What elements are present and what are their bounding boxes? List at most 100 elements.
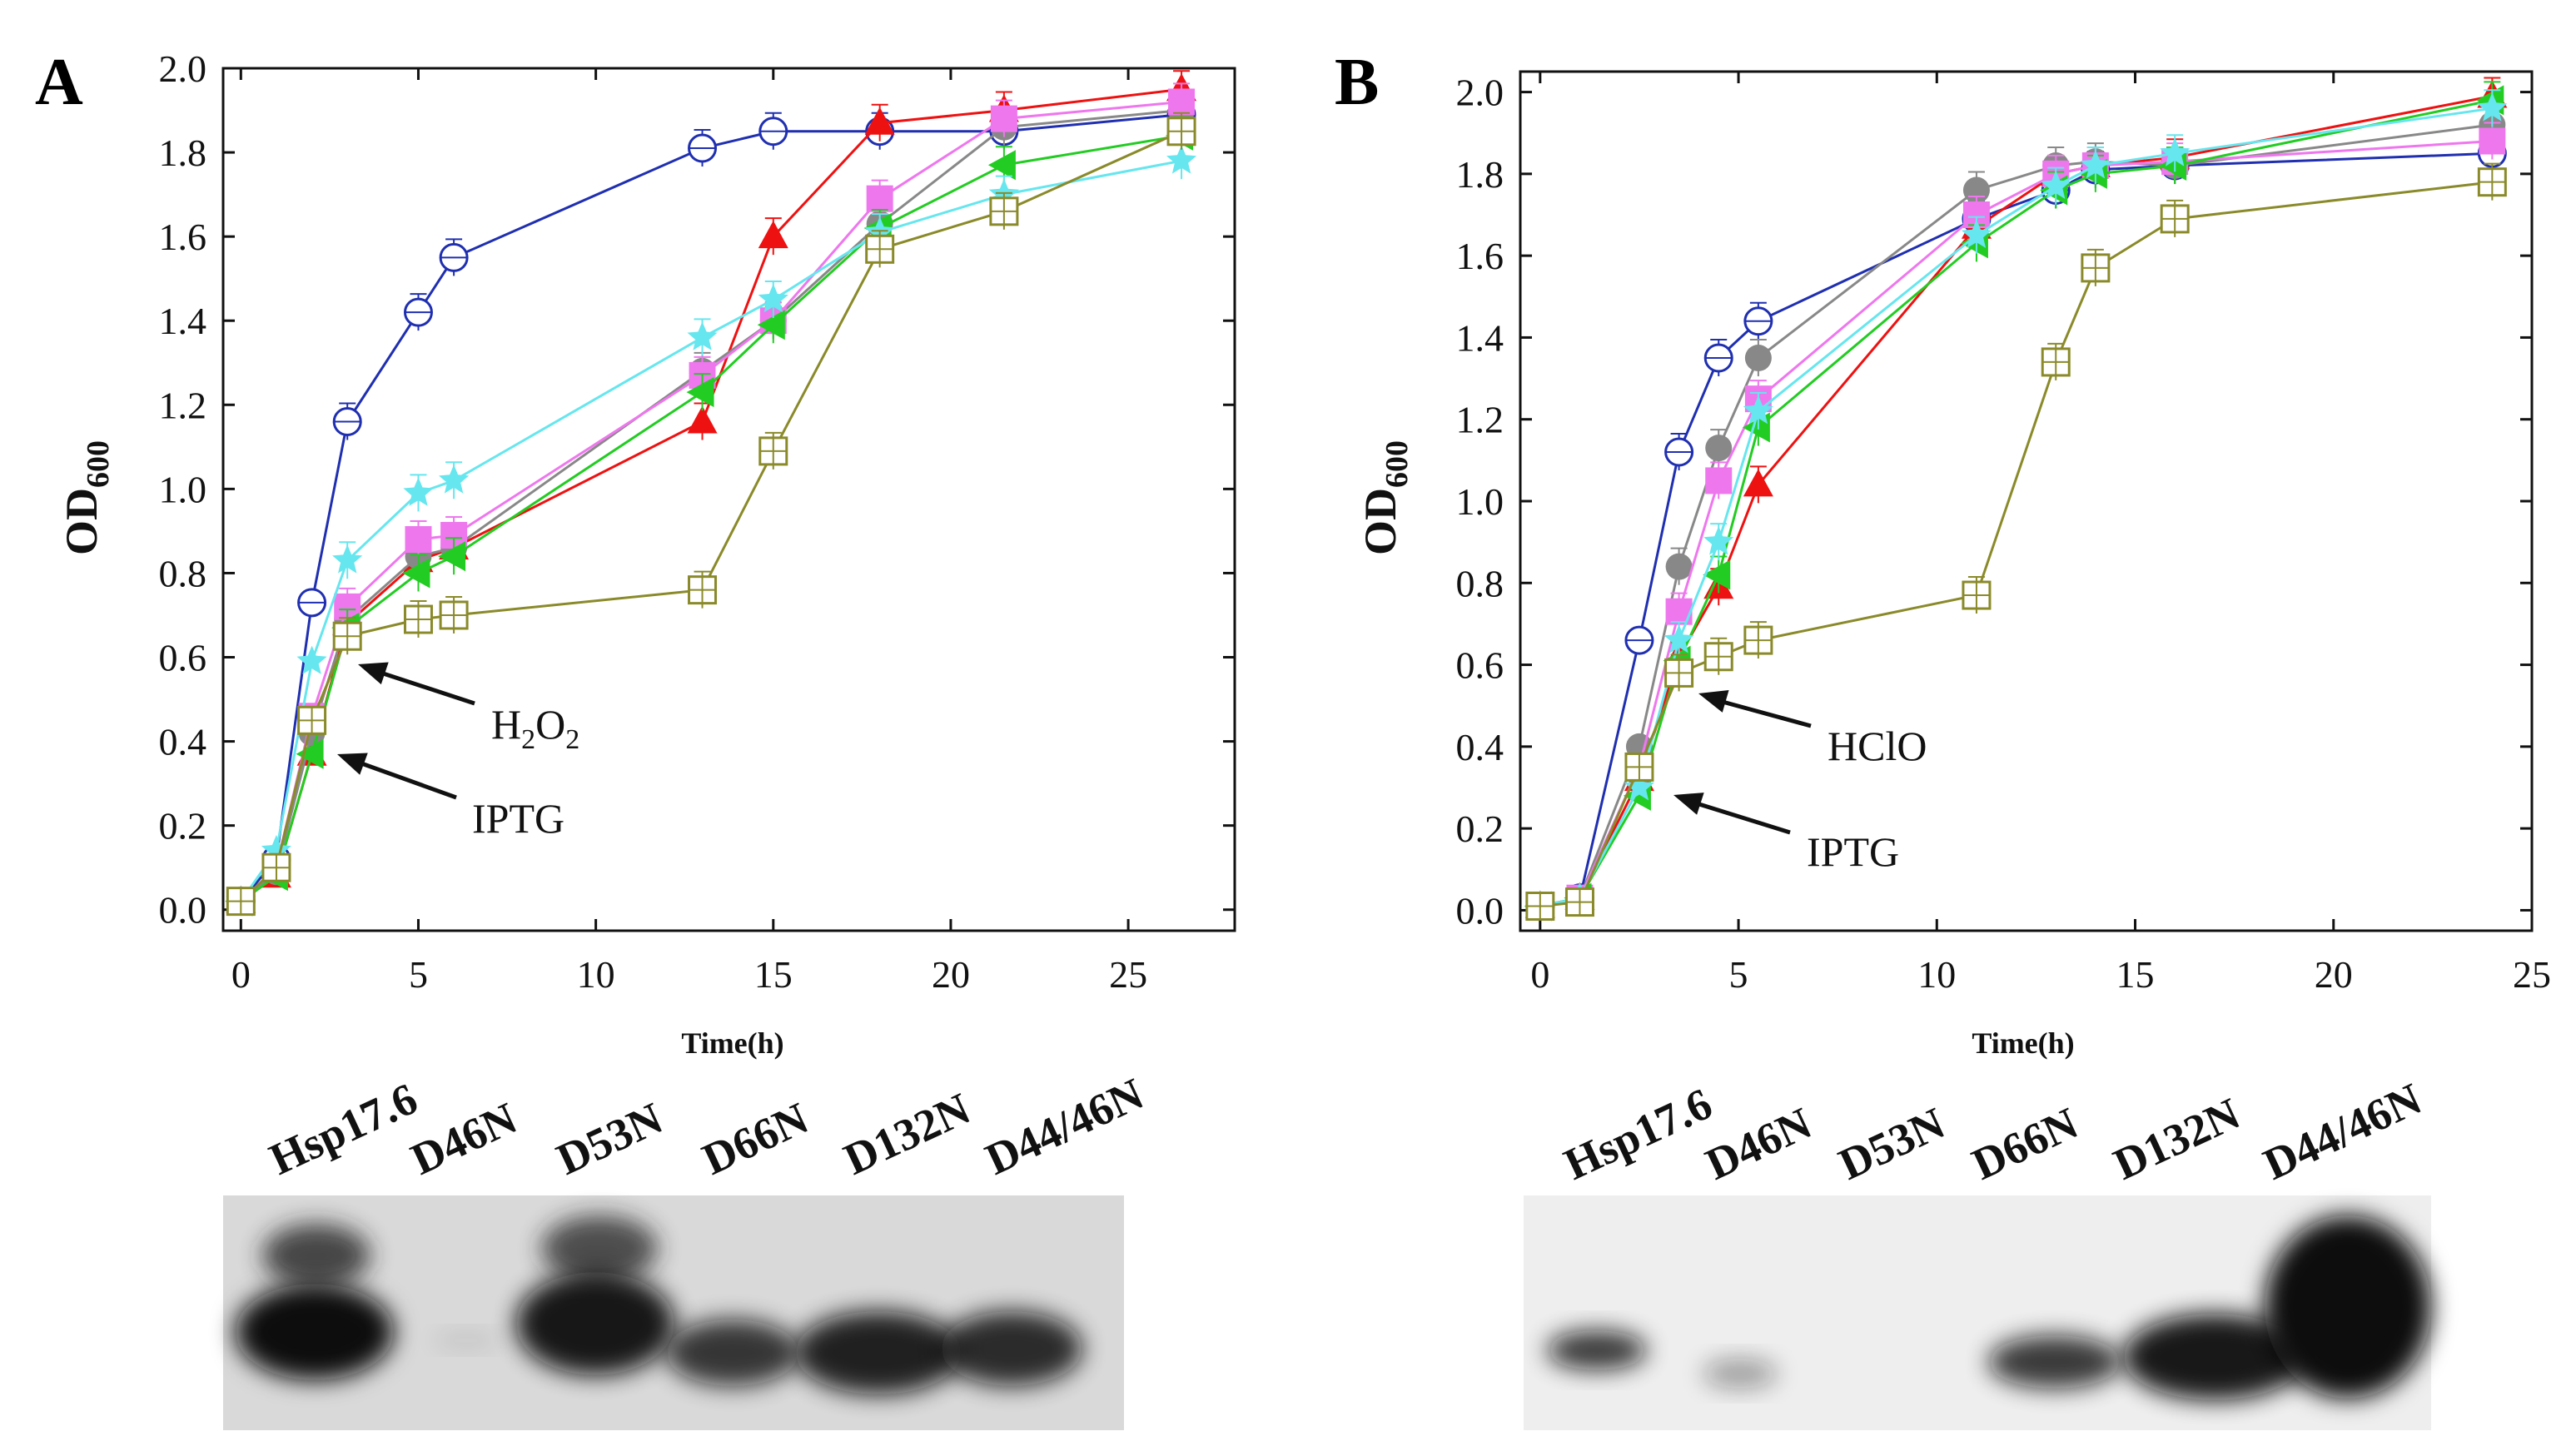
x-tick-label: 20	[932, 953, 970, 996]
blot-band	[236, 1284, 394, 1380]
data-point	[403, 477, 434, 506]
annotation-arrow-head	[1698, 689, 1729, 713]
x-tick-label: 10	[577, 953, 615, 996]
data-point	[757, 310, 785, 340]
data-point	[1743, 625, 1773, 655]
data-point	[226, 887, 256, 917]
x-tick-label: 10	[1917, 953, 1956, 996]
y-tick-label: 0.2	[159, 805, 207, 847]
x-tick-label: 25	[2513, 953, 2551, 996]
y-tick-label: 0.8	[159, 552, 207, 594]
y-tick-label: 1.8	[1456, 153, 1504, 196]
data-point	[1624, 752, 1654, 782]
x-tick-label: 0	[231, 953, 251, 996]
y-axis-label: OD600	[1355, 440, 1415, 555]
data-point	[296, 738, 324, 769]
x-tick-label: 20	[2315, 953, 2353, 996]
data-point	[439, 600, 469, 630]
x-tick-label: 5	[409, 953, 428, 996]
data-point	[1743, 469, 1773, 497]
data-point	[1166, 117, 1196, 147]
data-point	[261, 852, 291, 882]
annotation-label: IPTG	[472, 795, 564, 842]
y-tick-label: 2.0	[1456, 72, 1504, 114]
data-point	[439, 465, 470, 494]
y-tick-label: 1.2	[159, 384, 207, 426]
series-d132n	[1524, 89, 2508, 919]
blot-band	[666, 1319, 799, 1386]
blot-band-upper	[262, 1224, 370, 1287]
blot-band	[795, 1311, 962, 1394]
y-tick-label: 0.6	[1456, 644, 1504, 687]
data-point	[688, 575, 718, 605]
annotation-label: HClO	[1828, 723, 1927, 769]
chart-b: 0.0 0.2 0.4 0.6 0.8 1.0 1.2 1.4 1.6 1.8 2.0 0 5 10 15 2…	[1355, 70, 2551, 1060]
data-point	[405, 526, 432, 554]
data-point	[687, 405, 718, 434]
data-point	[2479, 127, 2506, 155]
data-point	[438, 541, 466, 572]
data-point	[403, 604, 433, 634]
data-point	[758, 117, 788, 147]
data-point	[1564, 887, 1594, 917]
data-point	[2041, 170, 2071, 199]
blot-band	[2265, 1215, 2431, 1399]
data-point	[1744, 345, 1772, 371]
y-tick-label: 1.0	[159, 468, 207, 510]
data-point	[1665, 598, 1693, 625]
annotation-label: H2O2	[491, 701, 579, 755]
data-point	[1743, 306, 1773, 336]
data-point	[2477, 167, 2507, 197]
x-tick-label: 15	[754, 953, 793, 996]
annotation-arrow-shaft	[1688, 798, 1791, 835]
chart-a: 0.0 0.2 0.4 0.6 0.8 1.0 1.2 1.4 1.6 1.8 2.0 0 5 10 15 2…	[57, 47, 1236, 1060]
annotation-arrow-head	[337, 753, 368, 775]
data-point	[686, 377, 714, 408]
data-point	[2160, 137, 2191, 166]
blot-band	[1988, 1335, 2121, 1389]
data-point	[866, 185, 893, 212]
blot-band	[941, 1311, 1082, 1386]
data-point	[1663, 624, 1694, 653]
y-tick-label: 0.0	[159, 889, 207, 932]
data-point	[1703, 642, 1733, 672]
data-point	[990, 105, 1017, 132]
annotation-arrow-head	[358, 662, 389, 685]
annotation-arrow-shaft	[372, 668, 475, 706]
data-point	[688, 133, 718, 163]
data-point	[2160, 204, 2190, 234]
y-tick-label: 0.8	[1456, 562, 1504, 604]
blot-band	[2123, 1314, 2306, 1400]
annotation-arrow-shaft	[1713, 697, 1812, 728]
data-point	[1664, 658, 1694, 688]
data-point	[297, 588, 327, 618]
data-point	[989, 196, 1019, 226]
data-point	[864, 107, 895, 135]
data-point	[332, 621, 362, 651]
data-point	[1705, 467, 1733, 494]
y-tick-label: 1.2	[1456, 399, 1504, 441]
data-point	[439, 242, 469, 272]
x-tick-label: 25	[1109, 953, 1147, 996]
data-point	[332, 544, 363, 574]
data-point	[758, 436, 788, 466]
data-point	[1962, 580, 1992, 610]
panel-letter-b: B	[1335, 46, 1379, 119]
annotation-label: IPTG	[1807, 828, 1899, 875]
x-tick-label: 15	[2116, 953, 2155, 996]
data-point	[402, 558, 430, 589]
series-d44-46n	[226, 112, 1196, 917]
y-tick-label: 2.0	[159, 47, 207, 90]
blot-band	[1703, 1359, 1778, 1389]
y-tick-label: 1.4	[159, 300, 207, 342]
data-point	[403, 297, 433, 327]
data-point	[1743, 395, 1773, 425]
data-point	[2041, 347, 2071, 377]
series-d44-46n	[1525, 162, 2507, 922]
data-point	[1168, 88, 1196, 116]
blot-band	[1547, 1330, 1647, 1370]
x-axis-label: Time(h)	[1972, 1026, 2074, 1060]
x-axis-label: Time(h)	[681, 1026, 783, 1060]
data-point	[1664, 437, 1694, 467]
